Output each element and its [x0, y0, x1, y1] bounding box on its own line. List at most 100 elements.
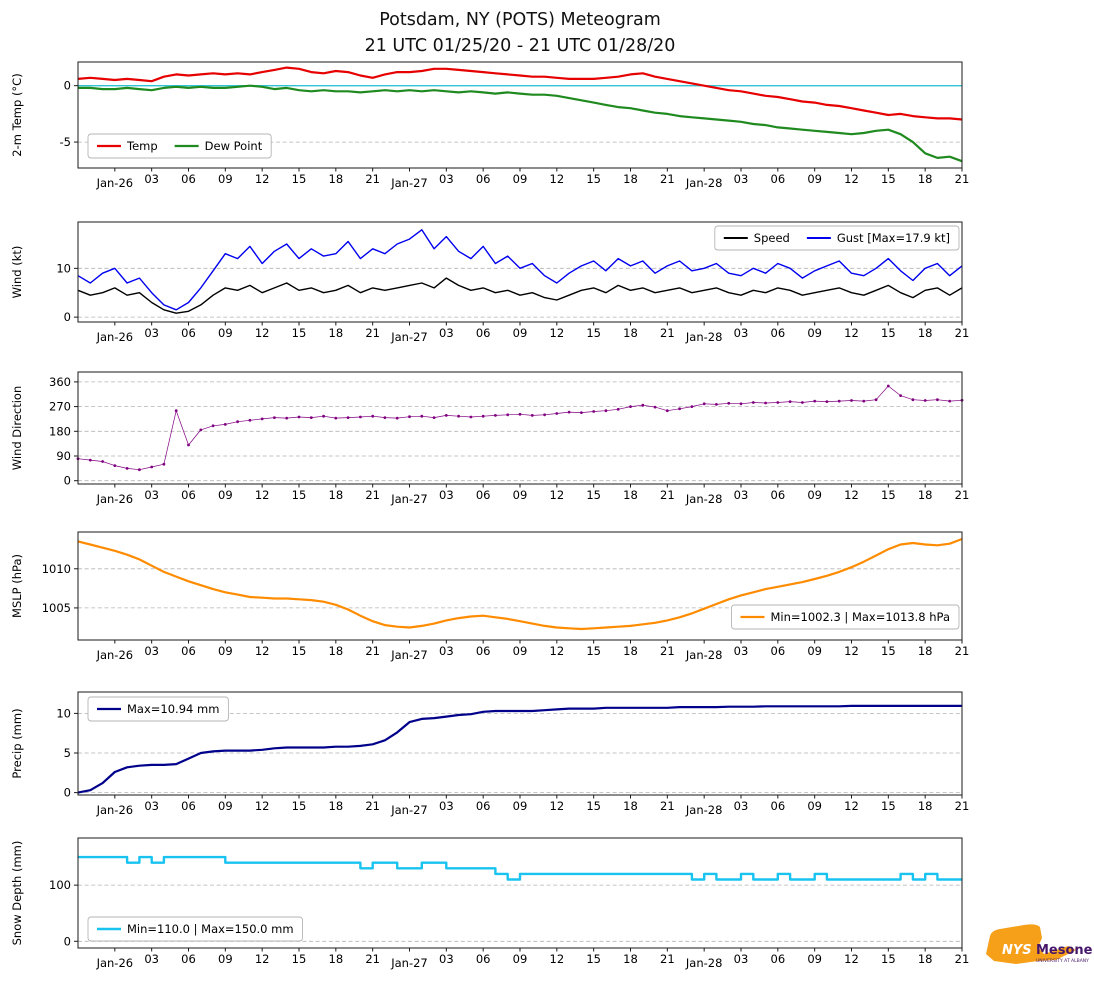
chart-title-line2: 21 UTC 01/25/20 - 21 UTC 01/28/20	[364, 36, 676, 56]
x-tick-label: 21	[955, 326, 970, 340]
x-tick-label: 18	[623, 644, 638, 658]
panel-wind: 0 10 Jan-26 03 06 09 12 15 18 21 Jan-27 03 06 09 12 15 1…	[10, 221, 970, 344]
wind-direction-dot	[481, 414, 485, 418]
x-tick-label: 06	[476, 952, 491, 966]
legend-label: Max=10.94 mm	[127, 702, 219, 716]
x-tick-label: 09	[218, 172, 233, 186]
x-tick-label: 15	[292, 952, 307, 966]
wind-direction-dot	[788, 400, 792, 403]
x-tick-label: Jan-26	[96, 176, 134, 190]
y-tick-label: 1005	[42, 601, 71, 615]
wind-direction-dot	[383, 416, 387, 419]
x-tick-label: 12	[844, 172, 859, 186]
x-tick-label: 15	[586, 799, 601, 813]
wind-direction-dot	[211, 424, 215, 428]
x-tick-label: 18	[329, 952, 344, 966]
y-tick-label: 0	[64, 786, 71, 800]
x-tick-label: 06	[476, 644, 491, 658]
x-tick-label: Jan-26	[96, 648, 134, 662]
x-tick-label: 06	[476, 326, 491, 340]
x-tick-label: 12	[255, 644, 270, 658]
x-tick-label: 21	[365, 952, 380, 966]
wind-direction-dot	[678, 407, 681, 411]
x-tick-label: 18	[623, 952, 638, 966]
wind-direction-dot	[727, 401, 731, 405]
x-tick-label: 18	[918, 326, 933, 340]
wind-direction-dot	[801, 401, 804, 404]
wind-direction-dot	[690, 405, 694, 408]
wind-direction-dot	[125, 467, 129, 470]
y-tick-label: 270	[49, 400, 71, 414]
wind-direction-dot	[444, 414, 448, 417]
x-tick-label: 12	[550, 952, 565, 966]
x-tick-label: 09	[513, 952, 528, 966]
x-tick-label: 18	[329, 644, 344, 658]
wind-direction-dot	[88, 458, 92, 462]
legend-row: Max=10.94 mm	[97, 702, 219, 716]
x-tick-label: 03	[734, 488, 749, 502]
wind-direction-dot	[899, 394, 902, 397]
x-tick-label: 15	[292, 172, 307, 186]
gust-line	[77, 229, 963, 311]
legend-label: Speed	[754, 231, 790, 245]
x-tick-label: 18	[623, 488, 638, 502]
wind-direction-dot	[174, 409, 178, 413]
wind-direction-dot	[199, 428, 203, 432]
legend-row: Min=1002.3 | Max=1013.8 hPa	[740, 610, 950, 624]
precip-line	[77, 704, 962, 794]
legend: Min=1002.3 | Max=1013.8 hPa	[731, 604, 960, 630]
wind-direction-dot	[739, 402, 743, 406]
x-tick-label: 18	[918, 799, 933, 813]
x-tick-label: 03	[439, 488, 454, 502]
y-tick-label: 90	[56, 449, 71, 463]
x-tick-label: 18	[623, 799, 638, 813]
wind-direction-dot	[580, 411, 583, 414]
wind-direction-dot	[223, 423, 227, 426]
x-tick-label: Jan-28	[685, 956, 723, 970]
legend-box	[714, 225, 960, 251]
x-tick-label: 12	[550, 799, 565, 813]
x-tick-label: 15	[292, 326, 307, 340]
wind-direction-dot	[923, 399, 927, 402]
legend: Temp Dew Point	[87, 133, 272, 159]
wind-direction-dot	[592, 410, 596, 413]
x-tick-label: 12	[550, 326, 565, 340]
wind-direction-dot	[837, 399, 841, 403]
x-tick-label: 09	[807, 326, 822, 340]
legend-box	[87, 916, 303, 942]
x-tick-label: 18	[329, 799, 344, 813]
x-tick-label: 09	[807, 488, 822, 502]
wind-direction-dot	[665, 409, 669, 413]
x-tick-label: 06	[181, 326, 196, 340]
x-tick-label: 18	[918, 644, 933, 658]
wind-direction-dot	[494, 414, 497, 417]
y-axis-label: Wind (kt)	[10, 246, 24, 299]
x-tick-label: 18	[623, 172, 638, 186]
y-tick-label: 0	[64, 79, 71, 93]
nys-mesonet-logo: NYS Mesonet UNIVERSITY AT ALBANY	[980, 912, 1094, 984]
y-axis-label: 2-m Temp (°C)	[10, 73, 24, 156]
wind-direction-dot	[604, 409, 608, 413]
x-tick-label: 03	[734, 952, 749, 966]
wind-direction-dot	[395, 416, 399, 420]
x-tick-label: 15	[586, 326, 601, 340]
x-tick-label: 15	[586, 172, 601, 186]
x-tick-label: Jan-27	[390, 492, 428, 506]
wind-direction-dot	[187, 443, 190, 447]
x-tick-label: 09	[807, 172, 822, 186]
x-tick-label: 03	[734, 644, 749, 658]
legend-label: Dew Point	[205, 139, 263, 153]
x-tick-label: 12	[844, 326, 859, 340]
legend-row: Temp Dew Point	[97, 139, 263, 153]
legend: Max=10.94 mm	[87, 696, 229, 722]
x-tick-label: 18	[918, 952, 933, 966]
x-tick-label: 21	[365, 644, 380, 658]
wind-direction-dot	[518, 412, 522, 416]
wind-direction-dot	[776, 401, 780, 404]
x-tick-label: 03	[144, 488, 159, 502]
wind-direction-dot	[359, 415, 362, 419]
wind-direction-dot	[309, 416, 313, 419]
y-axis-label: Wind Direction	[10, 386, 24, 471]
wind-direction-dot	[850, 399, 853, 402]
